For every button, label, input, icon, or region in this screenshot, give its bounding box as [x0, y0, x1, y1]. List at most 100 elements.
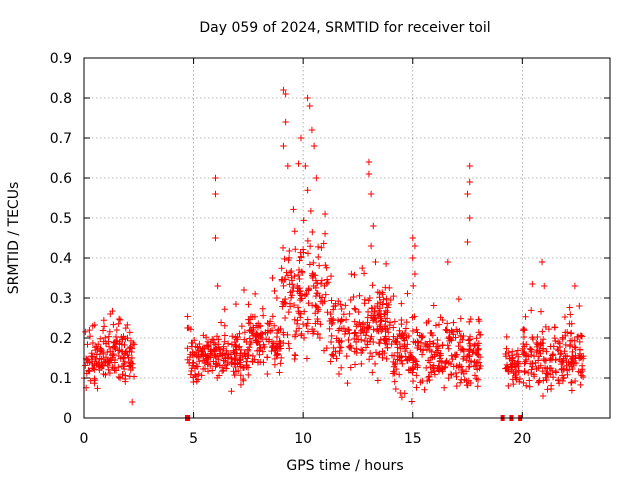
data-point [328, 332, 335, 340]
data-point [91, 355, 99, 363]
data-point [276, 369, 283, 376]
data-point [314, 318, 322, 325]
data-point [426, 376, 433, 384]
data-point [126, 329, 134, 336]
y-tick-label: 0.1 [50, 371, 72, 387]
data-point [365, 158, 373, 166]
data-point [122, 372, 129, 379]
data-point [292, 352, 299, 359]
data-point [195, 353, 202, 361]
data-point [401, 390, 408, 397]
data-point [459, 346, 467, 353]
data-point [568, 329, 575, 337]
data-point [466, 162, 473, 170]
data-point [574, 333, 581, 341]
data-point [312, 284, 320, 292]
data-point [282, 90, 289, 98]
data-point [473, 335, 480, 342]
data-point [571, 337, 578, 344]
data-point [391, 361, 399, 368]
data-point [295, 325, 303, 332]
data-point [457, 315, 464, 322]
data-point [253, 339, 260, 346]
data-point [563, 367, 571, 374]
data-point [364, 308, 372, 316]
data-point [273, 329, 281, 337]
data-point [323, 276, 331, 283]
data-point [84, 341, 91, 348]
data-point [571, 377, 579, 385]
data-point [223, 365, 230, 372]
data-point [320, 240, 327, 247]
data-point [221, 322, 228, 329]
data-point [403, 357, 411, 364]
data-point [549, 352, 556, 359]
data-point [232, 334, 239, 341]
data-point [426, 338, 434, 345]
data-point [239, 353, 246, 361]
data-point [286, 269, 294, 276]
data-point [273, 351, 281, 359]
data-point [426, 359, 434, 366]
data-point [91, 377, 99, 384]
data-point [259, 335, 266, 343]
data-point [513, 350, 520, 358]
data-point [100, 323, 108, 330]
data-point [115, 363, 122, 371]
data-point [435, 362, 442, 370]
data-point [382, 318, 389, 325]
data-point [188, 365, 196, 372]
data-point [370, 326, 377, 333]
data-point [388, 340, 395, 348]
data-point [475, 359, 483, 366]
data-point [455, 295, 463, 303]
data-point [542, 323, 550, 331]
data-point [521, 368, 528, 375]
data-point [240, 286, 248, 294]
y-tick-label: 0.3 [50, 291, 72, 307]
data-point [523, 341, 530, 348]
data-point [382, 307, 390, 314]
data-point [277, 354, 285, 362]
data-point [394, 335, 401, 342]
data-point [204, 338, 212, 346]
data-point [466, 336, 473, 343]
data-point [203, 341, 211, 349]
data-point [539, 345, 547, 352]
data-point [199, 357, 207, 364]
data-point [305, 299, 312, 307]
data-point [301, 291, 309, 298]
data-point [121, 350, 129, 358]
data-point [327, 338, 335, 346]
data-point [537, 308, 545, 315]
data-point [413, 384, 420, 391]
data-point [228, 341, 236, 348]
data-point [89, 339, 97, 347]
data-point [281, 299, 288, 306]
data-point [86, 333, 94, 340]
data-point [205, 354, 212, 361]
data-point [299, 320, 307, 328]
data-point [128, 354, 136, 362]
data-point [228, 388, 235, 395]
data-point [571, 282, 579, 290]
data-point [312, 309, 319, 317]
data-point [350, 293, 357, 301]
data-point [127, 343, 134, 351]
data-point [562, 341, 569, 349]
data-point [521, 327, 528, 334]
data-point [109, 354, 117, 362]
data-point [464, 382, 471, 389]
data-point [329, 351, 336, 358]
data-point [522, 382, 530, 389]
data-point [516, 375, 524, 383]
data-point [259, 305, 266, 312]
data-point [379, 348, 386, 355]
data-point [109, 344, 117, 351]
data-point [402, 325, 410, 332]
data-point [369, 282, 376, 289]
data-point [213, 374, 221, 382]
data-point [285, 340, 292, 347]
data-point [403, 318, 410, 326]
data-point [317, 280, 325, 288]
